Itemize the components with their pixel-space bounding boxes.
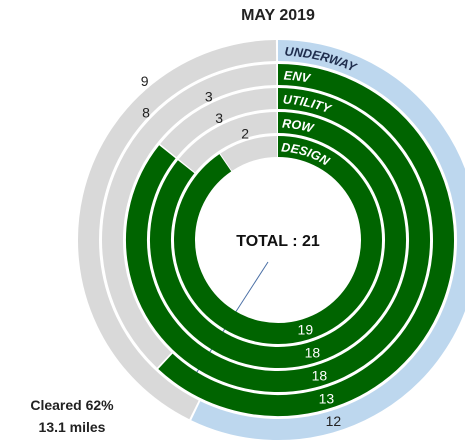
value-label: 19	[298, 321, 314, 337]
value-label: 18	[305, 344, 321, 360]
value-label: 3	[205, 88, 213, 104]
value-label: 18	[312, 367, 328, 383]
remaining-arc	[160, 88, 277, 158]
progress-arc	[150, 112, 406, 368]
remaining-arc	[78, 40, 277, 420]
value-label: 2	[241, 125, 249, 141]
ring-label: ROW	[282, 117, 316, 136]
remaining-arc	[178, 112, 278, 173]
progress-arc	[174, 136, 382, 344]
remaining-arc	[220, 136, 278, 172]
value-label: 9	[141, 73, 149, 89]
value-label: 12	[326, 413, 342, 429]
center-label: TOTAL : 21	[236, 233, 320, 250]
annotation-text: Cleared 62%	[30, 397, 114, 413]
progress-arc	[126, 88, 430, 392]
value-label: 8	[142, 105, 150, 121]
ring-label: ENV	[283, 69, 312, 86]
remaining-arc	[102, 64, 277, 368]
annotation-text: 13.1 miles	[39, 419, 106, 435]
chart-title: MAY 2019	[241, 7, 315, 24]
value-label: 13	[319, 390, 335, 406]
progress-arc	[158, 64, 454, 416]
value-label: 3	[215, 110, 223, 126]
progress-arc	[191, 40, 465, 440]
